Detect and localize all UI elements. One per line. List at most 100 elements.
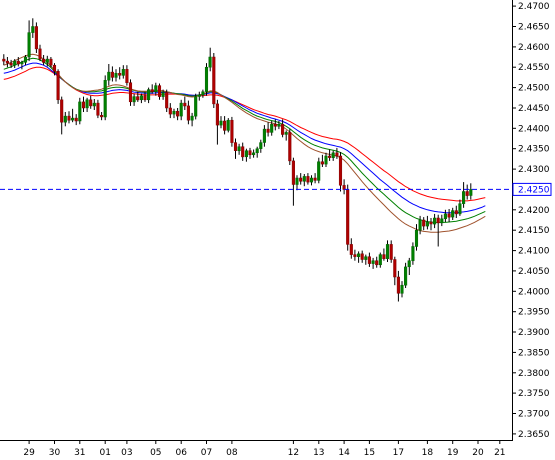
candle [266,122,270,137]
candle-body-up [201,91,205,96]
candle [309,175,314,186]
candle [288,129,292,165]
candle [143,91,147,102]
candle [462,182,466,208]
candle-body-down [150,89,154,92]
x-tick-label: 15 [364,448,375,458]
x-tick-label: 01 [99,448,110,458]
y-tick-label: 2.4500 [518,84,550,94]
candle-body-down [125,69,129,83]
candle [255,146,259,158]
candle [27,20,31,62]
candle [226,118,230,133]
candle-body-down [60,99,64,123]
candle [375,256,379,268]
candle-body-down [5,60,9,64]
candle-body-down [2,58,6,62]
candle-body-up [433,217,437,225]
candle [244,148,248,162]
candle [183,96,187,110]
candle [317,157,321,184]
candle [5,57,9,68]
x-tick-label: 18 [422,448,434,458]
candle [469,183,473,200]
candle [23,55,28,66]
candle [190,112,194,127]
candle-body-down [34,26,38,50]
candle-body-down [248,150,252,156]
candle [299,173,303,185]
candle [208,47,212,72]
candle [219,116,223,129]
candle-body-down [100,115,104,118]
candle [396,270,400,302]
candle [233,138,238,159]
candle-body-down [335,152,339,157]
candle-body-up [385,244,390,259]
candle-body-up [295,177,299,185]
candle-body-down [67,115,71,121]
y-tick-label: 2.4200 [518,206,550,216]
candle [186,100,190,125]
candle [324,152,328,167]
candle-body-up [194,96,198,117]
candle-body-down [9,62,13,66]
candle [194,93,198,120]
x-tick-label: 13 [313,448,324,458]
x-tick-label: 14 [338,448,350,458]
x-ticks: 29 30 31 01 03 05 06 07 08 12 13 14 15 17 18 19 20 21 [23,440,506,458]
candle [31,18,35,38]
candle [454,205,458,218]
candle-body-up [371,260,375,264]
candle-body-down [89,99,93,107]
candle-body-up [400,284,404,294]
candle [107,64,111,86]
y-ticks: 2.4700 2.4650 2.4600 2.4550 2.4500 2.4450 2.44… [512,2,550,440]
candle [433,213,437,229]
candle [346,184,350,251]
candle [389,240,393,263]
candle-body-up [103,80,107,118]
candle-body-up [161,92,165,97]
candle-body-down [165,92,169,109]
y-tick-label: 2.4400 [518,124,550,134]
candle-body-down [212,56,216,105]
candle-body-down [436,217,440,224]
candle-body-up [139,95,143,101]
candle-body-down [56,71,60,101]
candle [252,149,256,158]
candle [132,93,136,106]
y-tick-label: 2.4100 [518,247,550,257]
candle [157,83,162,100]
candle [281,119,285,138]
y-tick-label: 2.4150 [518,226,550,236]
candle [382,248,386,261]
candle [418,215,422,235]
y-tick-label: 2.4450 [518,104,550,114]
candle-body-down [454,210,458,215]
candle [85,97,89,112]
candle-body-down [128,82,133,103]
candle-body-down [110,71,114,78]
candle-body-up [443,213,447,220]
candle-body-up [132,96,136,103]
candle [125,65,129,86]
candle-body-up [31,26,35,33]
candle-body-up [197,94,201,97]
candle-body-up [121,69,125,76]
y-tick-label: 2.4300 [518,165,550,175]
x-tick-label: 30 [49,448,61,458]
candle [411,242,415,265]
candle [154,82,158,96]
candle [284,130,288,141]
y-tick-label: 2.3750 [518,389,550,399]
candle-body-down [375,260,379,266]
candle [16,57,20,67]
y-tick-label: 2.4050 [518,267,550,277]
candle [291,157,295,206]
candle-body-down [38,48,42,60]
candle-body-down [291,160,295,185]
y-tick-label: 2.3950 [518,308,550,318]
x-tick-label: 29 [23,448,35,458]
candle-body-down [422,219,426,227]
